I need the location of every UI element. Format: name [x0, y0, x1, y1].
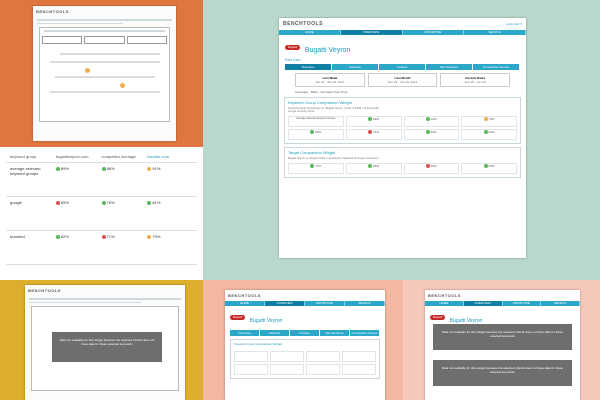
- no-data-overlay: Data not available for this widget becau…: [433, 360, 572, 386]
- widget-desc: Bugatti Veyron vs. Bugatti Chiron, Lambo…: [288, 157, 379, 160]
- metric-cell: 83%: [461, 163, 517, 174]
- metric-cell: 85%: [288, 129, 344, 140]
- tile-keyword-table: keyword group bugattiveyron.com competit…: [0, 147, 203, 280]
- metric-cell: 74%: [461, 116, 517, 127]
- row-name: average selected keyword groups: [10, 166, 41, 176]
- tile-wireframe-mustard: BENCHTOOLS Data not available for this w…: [0, 280, 203, 400]
- table-row: average selected keyword groups 89% 86% …: [6, 163, 197, 197]
- row-favorite-value: 91%: [147, 166, 193, 171]
- product-title: Bugatti Veyron: [249, 318, 283, 324]
- metric-cell: 89%: [345, 116, 402, 127]
- col-favorite: favorite.com: [147, 154, 170, 159]
- option-rank[interactable]: Rank: [310, 90, 318, 94]
- widget-title: Keyword Group Comparison Widget: [288, 100, 353, 105]
- table-row: google 65% 76% 81%: [6, 197, 197, 231]
- brand-logo: BENCHTOOLS: [228, 293, 261, 298]
- wireframe-card: BENCHTOOLS: [33, 6, 176, 141]
- brand-logo: BENCHTOOLS: [36, 9, 69, 14]
- period-last-month[interactable]: Last Month Dec 29 - Jan 29, 2014: [367, 73, 438, 87]
- product-title: Bugatti Veyron: [449, 318, 483, 324]
- no-data-overlay: Data not available for this widget becau…: [52, 332, 162, 362]
- col-competitor: competitor average: [101, 154, 136, 159]
- row-competitor-value: 71%: [101, 234, 148, 239]
- widget-link[interactable]: Google Authority Score: [288, 110, 315, 113]
- nav-overview[interactable]: OVERVIEW: [340, 30, 403, 35]
- option-coverage[interactable]: Coverage: [295, 90, 309, 94]
- metric-cell: 91%: [403, 116, 460, 127]
- row-competitor-value: 76%: [101, 200, 148, 205]
- overlay-message: Data not available for this widget becau…: [441, 330, 564, 338]
- widget-row-label: Average Selected Keyword Groups: [288, 116, 344, 127]
- user-menu[interactable]: Holly Holz ▾: [506, 22, 522, 26]
- annotation-pin: [85, 68, 90, 73]
- period-custom[interactable]: Custom Dates Dec 29 - Jan 29: [440, 73, 511, 87]
- table-row: branded 82% 71% 79%: [6, 231, 197, 265]
- row-name: branded: [10, 234, 25, 239]
- keyword-group-widget: Keyword Group Comparison Widget: [230, 339, 380, 379]
- brand-pill: Bugatti: [285, 45, 301, 51]
- row-favorite-value: 79%: [147, 234, 193, 239]
- metric-cell: 85%: [345, 163, 402, 174]
- row-competitor-value: 86%: [101, 166, 148, 171]
- nav-search[interactable]: SEARCH: [464, 30, 526, 35]
- nav-home[interactable]: HOME: [279, 30, 341, 35]
- metric-cell: 69%: [403, 163, 460, 174]
- tab-adwords[interactable]: Adwords: [332, 64, 378, 70]
- tile-variant-pink: BENCHTOOLS HOME OVERVIEW PRIORITIZE SEARCH …: [403, 280, 600, 400]
- main-nav: HOME OVERVIEW PRIORITIZE SEARCH: [279, 30, 526, 35]
- nav-prioritize[interactable]: PRIORITIZE: [403, 30, 465, 35]
- row-favorite-value: 81%: [147, 200, 193, 205]
- overlay-message: Data not available for this widget becau…: [59, 338, 155, 346]
- brand-logo: BENCHTOOLS: [28, 288, 61, 293]
- app-window: BENCHTOOLS Holly Holz ▾ HOME OVERVIEW PR…: [279, 18, 526, 258]
- brand-logo: BENCHTOOLS: [428, 293, 461, 298]
- tab-competitive-scores[interactable]: Competitive Scores: [473, 64, 519, 70]
- tile-variant-peach: BENCHTOOLS HOME OVERVIEW PRIORITIZE SEARCH …: [203, 280, 403, 400]
- app-window-overlay-variant: BENCHTOOLS HOME OVERVIEW PRIORITIZE SEARCH …: [425, 290, 580, 400]
- col-keyword-group: keyword group: [10, 154, 37, 159]
- wireframe-card: BENCHTOOLS Data not available for this w…: [25, 285, 185, 400]
- keyword-group-widget: Keyword Group Comparison Widget Keyword …: [284, 97, 521, 144]
- widget-title: Target Comparison Widget: [288, 150, 336, 155]
- metric-cell: 77%: [288, 163, 344, 174]
- metric-cell: 71%: [345, 129, 402, 140]
- section-label: Fast Cars: [285, 58, 301, 62]
- row-site-value: 89%: [55, 166, 102, 171]
- view-options: Coverage · Rank · Compare Over Time: [295, 90, 348, 94]
- period-last-week[interactable]: Last Week Jan 22 - Jan 29, 2014: [295, 73, 365, 87]
- row-name: google: [10, 200, 23, 205]
- target-comparison-widget: Target Comparison Widget Bugatti Veyron …: [284, 147, 521, 178]
- row-site-value: 65%: [55, 200, 102, 205]
- brand-logo[interactable]: BENCHTOOLS: [283, 21, 323, 27]
- widget-desc: Keyword Group Comparison for 'Bugatti Ve…: [288, 107, 379, 110]
- tile-wireframe-orange: BENCHTOOLS: [0, 0, 203, 147]
- tab-content[interactable]: Content: [379, 64, 425, 70]
- tab-site-structure[interactable]: Site Structure: [426, 64, 472, 70]
- tab-overview[interactable]: Overview: [285, 64, 331, 70]
- tile-main-mint: BENCHTOOLS Holly Holz ▾ HOME OVERVIEW PR…: [203, 0, 600, 280]
- view-tabs: Overview Adwords Content Site Structure …: [285, 64, 520, 70]
- metric-cell: 81%: [461, 129, 517, 140]
- no-data-overlay: Data not available for this widget becau…: [433, 324, 572, 350]
- row-site-value: 82%: [55, 234, 102, 239]
- product-title: Bugatti Veyron: [304, 47, 351, 54]
- annotation-pin: [120, 83, 125, 88]
- overlay-message: Data not available for this widget becau…: [441, 366, 564, 374]
- table-header: keyword group bugattiveyron.com competit…: [6, 151, 197, 163]
- app-window-variant: BENCHTOOLS HOME OVERVIEW PRIORITIZE SEARCH …: [225, 290, 385, 400]
- metric-cell: 83%: [403, 129, 460, 140]
- option-compare[interactable]: Compare Over Time: [320, 90, 348, 94]
- col-site: bugattiveyron.com: [55, 154, 89, 159]
